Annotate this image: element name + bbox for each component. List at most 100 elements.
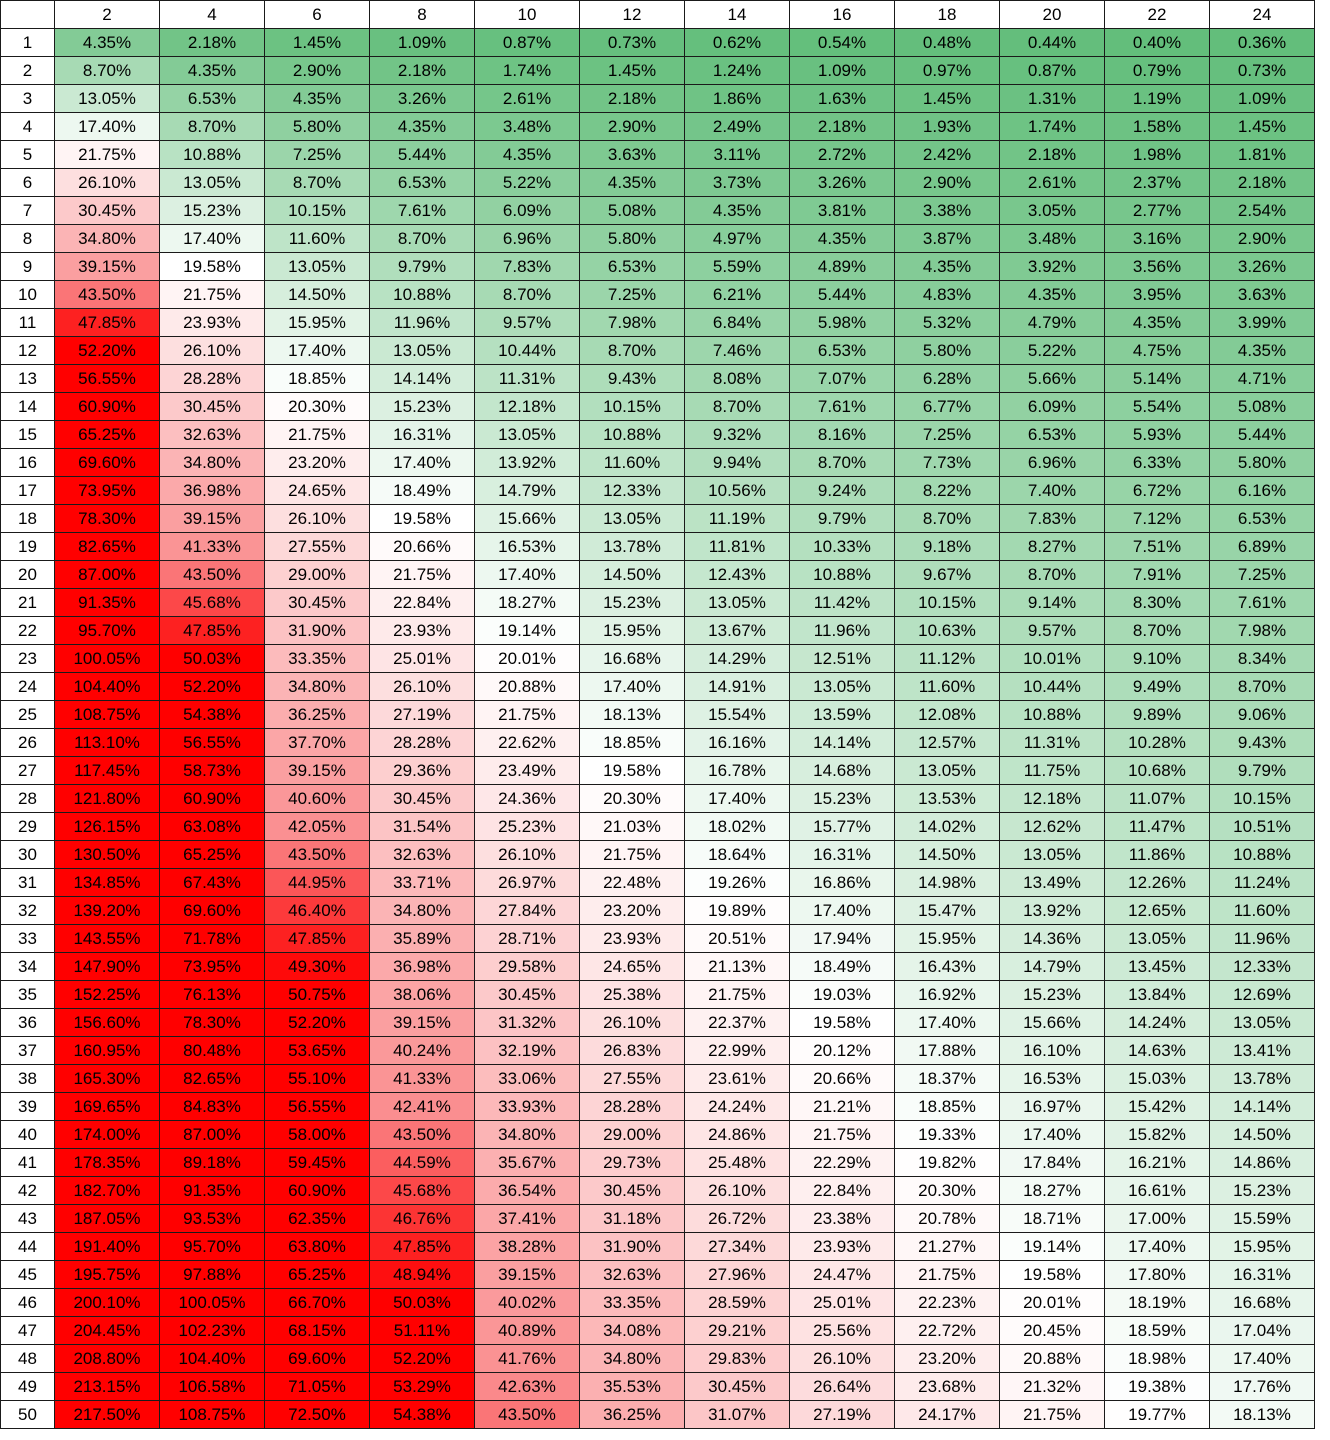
table-cell[interactable]: 7.25%	[894, 420, 1000, 449]
table-cell[interactable]: 24.86%	[684, 1120, 790, 1149]
table-cell[interactable]: 45.68%	[159, 588, 265, 617]
table-cell[interactable]: 106.58%	[159, 1372, 265, 1401]
table-cell[interactable]: 9.94%	[684, 448, 790, 477]
table-cell[interactable]: 47.85%	[369, 1232, 475, 1261]
table-cell[interactable]: 17.84%	[999, 1148, 1105, 1177]
table-cell[interactable]: 2.61%	[474, 84, 580, 113]
table-cell[interactable]: 6.53%	[789, 336, 895, 365]
table-cell[interactable]: 14.24%	[1104, 1008, 1210, 1037]
table-cell[interactable]: 13.05%	[1209, 1008, 1315, 1037]
table-cell[interactable]: 2.90%	[579, 112, 685, 141]
table-cell[interactable]: 2.37%	[1104, 168, 1210, 197]
table-cell[interactable]: 82.65%	[54, 532, 160, 561]
table-cell[interactable]: 21.21%	[789, 1092, 895, 1121]
table-cell[interactable]: 47.85%	[159, 616, 265, 645]
table-cell[interactable]: 33.35%	[264, 644, 370, 673]
table-cell[interactable]: 65.25%	[159, 840, 265, 869]
table-cell[interactable]: 3.56%	[1104, 252, 1210, 281]
table-cell[interactable]: 4.75%	[1104, 336, 1210, 365]
table-cell[interactable]: 20.66%	[369, 532, 475, 561]
table-cell[interactable]: 169.65%	[54, 1092, 160, 1121]
table-cell[interactable]: 37.41%	[474, 1204, 580, 1233]
table-cell[interactable]: 17.40%	[894, 1008, 1000, 1037]
table-cell[interactable]: 3.99%	[1209, 308, 1315, 337]
table-cell[interactable]: 22.48%	[579, 868, 685, 897]
table-cell[interactable]: 12.69%	[1209, 980, 1315, 1009]
table-cell[interactable]: 23.93%	[159, 308, 265, 337]
table-cell[interactable]: 14.50%	[579, 560, 685, 589]
table-cell[interactable]: 25.01%	[789, 1288, 895, 1317]
column-header[interactable]: 22	[1104, 0, 1210, 29]
table-cell[interactable]: 50.03%	[369, 1288, 475, 1317]
table-cell[interactable]: 36.25%	[579, 1400, 685, 1429]
table-cell[interactable]: 6.84%	[684, 308, 790, 337]
table-cell[interactable]: 6.16%	[1209, 476, 1315, 505]
table-cell[interactable]: 24.36%	[474, 784, 580, 813]
table-cell[interactable]: 7.83%	[999, 504, 1105, 533]
row-header[interactable]: 41	[0, 1148, 55, 1177]
table-cell[interactable]: 10.15%	[264, 196, 370, 225]
table-cell[interactable]: 6.09%	[999, 392, 1105, 421]
table-cell[interactable]: 43.50%	[474, 1400, 580, 1429]
table-cell[interactable]: 13.41%	[1209, 1036, 1315, 1065]
table-cell[interactable]: 69.60%	[54, 448, 160, 477]
table-cell[interactable]: 22.72%	[894, 1316, 1000, 1345]
table-cell[interactable]: 182.70%	[54, 1176, 160, 1205]
table-cell[interactable]: 13.78%	[579, 532, 685, 561]
table-cell[interactable]: 7.46%	[684, 336, 790, 365]
table-cell[interactable]: 3.95%	[1104, 280, 1210, 309]
row-header[interactable]: 49	[0, 1372, 55, 1401]
table-cell[interactable]: 51.11%	[369, 1316, 475, 1345]
table-cell[interactable]: 10.44%	[474, 336, 580, 365]
table-cell[interactable]: 26.10%	[369, 672, 475, 701]
table-cell[interactable]: 17.80%	[1104, 1260, 1210, 1289]
table-cell[interactable]: 5.80%	[579, 224, 685, 253]
table-cell[interactable]: 10.01%	[999, 644, 1105, 673]
table-cell[interactable]: 36.98%	[369, 952, 475, 981]
table-cell[interactable]: 7.91%	[1104, 560, 1210, 589]
table-cell[interactable]: 5.08%	[579, 196, 685, 225]
table-cell[interactable]: 5.32%	[894, 308, 1000, 337]
column-header[interactable]: 18	[894, 0, 1000, 29]
table-cell[interactable]: 10.88%	[369, 280, 475, 309]
table-cell[interactable]: 1.74%	[474, 56, 580, 85]
table-cell[interactable]: 1.45%	[1209, 112, 1315, 141]
table-cell[interactable]: 4.35%	[999, 280, 1105, 309]
table-cell[interactable]: 30.45%	[54, 196, 160, 225]
table-cell[interactable]: 3.38%	[894, 196, 1000, 225]
table-cell[interactable]: 27.55%	[264, 532, 370, 561]
table-cell[interactable]: 28.28%	[579, 1092, 685, 1121]
table-cell[interactable]: 24.65%	[264, 476, 370, 505]
table-cell[interactable]: 14.68%	[789, 756, 895, 785]
table-cell[interactable]: 23.20%	[264, 448, 370, 477]
table-cell[interactable]: 187.05%	[54, 1204, 160, 1233]
table-cell[interactable]: 8.70%	[894, 504, 1000, 533]
table-cell[interactable]: 13.45%	[1104, 952, 1210, 981]
table-cell[interactable]: 24.47%	[789, 1260, 895, 1289]
table-cell[interactable]: 108.75%	[159, 1400, 265, 1429]
table-cell[interactable]: 43.50%	[369, 1120, 475, 1149]
table-cell[interactable]: 39.15%	[54, 252, 160, 281]
table-cell[interactable]: 2.42%	[894, 140, 1000, 169]
table-cell[interactable]: 5.14%	[1104, 364, 1210, 393]
table-cell[interactable]: 2.18%	[789, 112, 895, 141]
row-header[interactable]: 34	[0, 952, 55, 981]
table-cell[interactable]: 8.70%	[789, 448, 895, 477]
table-cell[interactable]: 35.67%	[474, 1148, 580, 1177]
table-cell[interactable]: 6.72%	[1104, 476, 1210, 505]
table-cell[interactable]: 30.45%	[369, 784, 475, 813]
table-cell[interactable]: 78.30%	[54, 504, 160, 533]
table-cell[interactable]: 204.45%	[54, 1316, 160, 1345]
table-cell[interactable]: 50.75%	[264, 980, 370, 1009]
table-cell[interactable]: 8.70%	[1209, 672, 1315, 701]
table-cell[interactable]: 13.05%	[474, 420, 580, 449]
table-cell[interactable]: 8.34%	[1209, 644, 1315, 673]
table-cell[interactable]: 19.33%	[894, 1120, 1000, 1149]
table-cell[interactable]: 9.79%	[789, 504, 895, 533]
table-cell[interactable]: 16.68%	[1209, 1288, 1315, 1317]
table-cell[interactable]: 4.35%	[474, 140, 580, 169]
table-cell[interactable]: 15.66%	[474, 504, 580, 533]
table-cell[interactable]: 41.33%	[159, 532, 265, 561]
table-cell[interactable]: 19.58%	[789, 1008, 895, 1037]
table-cell[interactable]: 1.09%	[1209, 84, 1315, 113]
